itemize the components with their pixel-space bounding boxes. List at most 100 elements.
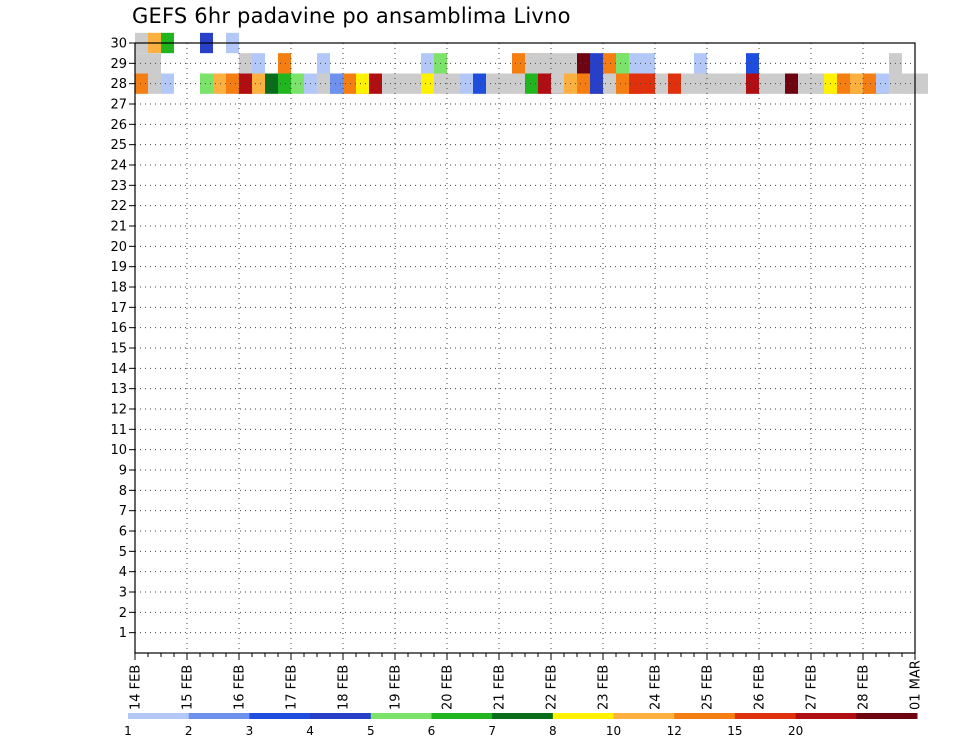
x-tick-label: 15 FEB <box>181 665 196 710</box>
heatmap-cell <box>902 73 915 94</box>
legend-swatch <box>674 713 736 719</box>
legend-label: 20 <box>788 724 803 738</box>
y-tick-label: 6 <box>119 525 127 540</box>
legend-swatch <box>249 713 311 719</box>
heatmap-cell <box>772 73 785 94</box>
heatmap-cell <box>746 73 759 94</box>
heatmap-cell <box>421 53 434 74</box>
y-tick-label: 12 <box>110 403 127 418</box>
legend-swatch <box>370 713 432 719</box>
heatmap-cell <box>486 73 499 94</box>
y-tick-label: 20 <box>110 240 127 255</box>
legend-swatch <box>856 713 918 719</box>
heatmap-cell <box>213 73 226 94</box>
y-tick-label: 11 <box>110 423 127 438</box>
x-tick-label: 25 FEB <box>701 665 716 710</box>
x-tick-label: 22 FEB <box>545 665 560 710</box>
legend-label: 4 <box>306 724 314 738</box>
heatmap-cell <box>265 73 278 94</box>
x-tick-label: 26 FEB <box>753 665 768 710</box>
heatmap-cell <box>707 73 720 94</box>
heatmap-cell <box>330 73 343 94</box>
x-tick-label: 23 FEB <box>597 665 612 710</box>
legend-label: 3 <box>246 724 254 738</box>
x-tick-label: 17 FEB <box>285 665 300 710</box>
x-tick-label: 28 FEB <box>857 665 872 710</box>
heatmap-cell <box>590 73 603 94</box>
legend: 1 2 3 4 5 6 7 8 10 12 15 20 <box>124 713 918 738</box>
y-tick-label: 27 <box>110 98 127 113</box>
heatmap-cell <box>148 73 161 94</box>
heatmap-cell <box>551 73 564 94</box>
y-tick-label: 17 <box>110 301 127 316</box>
x-tick-label: 01 MAR <box>909 660 924 710</box>
y-tick-label: 23 <box>110 179 127 194</box>
heatmap-cell <box>538 53 551 74</box>
x-tick-label: 19 FEB <box>389 665 404 710</box>
heatmap-cell <box>525 73 538 94</box>
y-tick-label: 4 <box>119 565 127 580</box>
legend-label: 15 <box>727 724 742 738</box>
legend-label: 7 <box>488 724 496 738</box>
y-tick-label: 21 <box>110 220 127 235</box>
heatmap-cell <box>473 73 486 94</box>
heatmap-cell <box>811 73 824 94</box>
heatmap-cell <box>642 73 655 94</box>
heatmap-cell <box>746 53 759 74</box>
heatmap-cell <box>135 73 148 94</box>
heatmap-cell <box>291 73 304 94</box>
x-tick-label: 14 FEB <box>129 665 144 710</box>
y-tick-label: 15 <box>110 342 127 357</box>
x-tick-label: 18 FEB <box>337 665 352 710</box>
legend-swatch <box>552 713 615 719</box>
heatmap-cell <box>135 53 161 74</box>
y-tick-label: 26 <box>110 118 127 133</box>
legend-label: 2 <box>185 724 193 738</box>
legend-label: 1 <box>124 724 132 738</box>
heatmap-cell <box>785 73 798 94</box>
heatmap-cell <box>395 73 408 94</box>
legend-label: 10 <box>606 724 621 738</box>
heatmap-cell <box>421 73 434 94</box>
legend-swatch <box>734 713 797 719</box>
y-tick-label: 1 <box>119 626 127 641</box>
y-tick-label: 24 <box>110 159 127 174</box>
x-tick-label: 24 FEB <box>649 665 664 710</box>
heatmap-cell <box>161 73 174 94</box>
heatmap-cell <box>252 53 265 74</box>
x-tick-label: 16 FEB <box>233 665 248 710</box>
y-tick-label: 8 <box>119 484 127 499</box>
y-tick-label: 19 <box>110 260 127 275</box>
heatmap-cell <box>460 73 473 94</box>
legend-swatch <box>613 713 675 719</box>
heatmap-cell <box>681 73 694 94</box>
heatmap-cell <box>590 53 603 74</box>
heatmap-cell <box>551 53 564 74</box>
heatmap-cell <box>616 53 629 74</box>
y-tick-label: 28 <box>110 77 127 92</box>
y-tick-label: 7 <box>119 504 127 519</box>
legend-label: 8 <box>549 724 557 738</box>
x-tick-label: 27 FEB <box>805 665 820 710</box>
legend-label: 5 <box>367 724 375 738</box>
legend-swatch <box>188 713 250 719</box>
heatmap-cell <box>382 73 395 94</box>
y-tick-label: 29 <box>110 57 127 72</box>
x-tick-label: 20 FEB <box>441 665 456 710</box>
y-tick-label: 25 <box>110 138 127 153</box>
heatmap-cell <box>668 73 681 94</box>
y-tick-label: 30 <box>110 37 127 52</box>
heatmap-cell <box>655 73 668 94</box>
y-tick-label: 22 <box>110 199 127 214</box>
y-tick-label: 10 <box>110 443 127 458</box>
heatmap-cell <box>733 73 746 94</box>
y-tick-label: 3 <box>119 586 127 601</box>
heatmap-cell <box>642 53 655 74</box>
x-tick-label: 21 FEB <box>493 665 508 710</box>
legend-swatch <box>128 713 190 719</box>
grid-layer <box>135 42 915 653</box>
legend-swatch <box>310 713 372 719</box>
y-axis: 1234567891011121314151617181920212223242… <box>110 37 135 641</box>
legend-swatch <box>795 713 857 719</box>
